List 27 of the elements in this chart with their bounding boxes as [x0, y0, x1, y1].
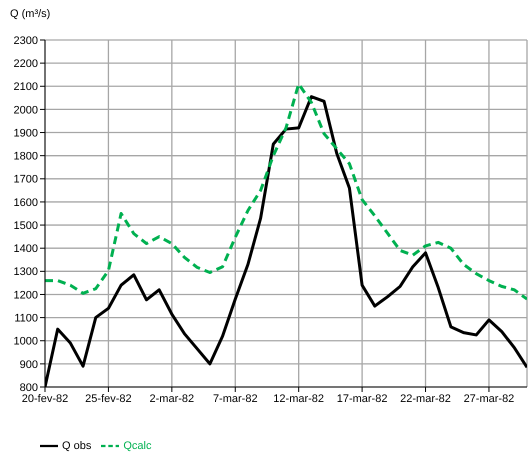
x-tick-label: 22-mar-82: [400, 392, 451, 405]
legend-label: Qcalc: [123, 440, 152, 452]
y-tick-label: 1800: [14, 150, 38, 163]
y-tick-label: 2200: [14, 58, 38, 70]
y-tick-label: 2100: [14, 81, 38, 94]
x-tick-label: 27-mar-82: [464, 392, 514, 405]
y-tick-label: 900: [20, 358, 38, 371]
y-axis-title: Q (m³/s): [10, 8, 50, 20]
y-tick-label: 2000: [14, 104, 38, 116]
y-tick-label: 2300: [14, 34, 38, 47]
x-tick-label: 2-mar-82: [150, 392, 194, 405]
y-tick-label: 1900: [14, 127, 38, 140]
y-tick-label: 1400: [14, 243, 38, 256]
x-tick-label: 12-mar-82: [273, 392, 324, 405]
y-tick-label: 1700: [14, 174, 38, 186]
y-tick-label: 1100: [14, 312, 38, 325]
x-tick-label: 25-fev-82: [85, 392, 132, 405]
y-tick-label: 800: [20, 382, 38, 394]
y-tick-label: 1200: [14, 289, 38, 302]
legend-label: Q obs: [62, 440, 92, 452]
y-tick-label: 1500: [14, 220, 38, 232]
x-tick-label: 7-mar-82: [212, 392, 258, 405]
y-tick-label: 1300: [14, 266, 38, 278]
x-tick-label: 20-fev-82: [22, 392, 68, 405]
y-tick-label: 1000: [14, 336, 38, 348]
x-tick-label: 17-mar-82: [336, 392, 388, 405]
y-tick-label: 1600: [14, 196, 38, 209]
